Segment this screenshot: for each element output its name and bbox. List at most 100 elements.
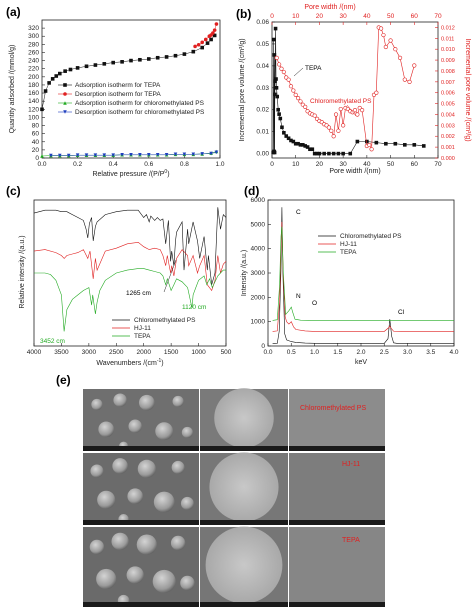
panel-b-point xyxy=(348,151,353,156)
panel-a-x-tick-label: 0.4 xyxy=(109,161,118,168)
panel-a-point xyxy=(207,34,212,39)
sem-ps-surface xyxy=(289,389,385,451)
panel-a-point xyxy=(68,67,73,72)
panel-d-x-tick-label: 3.5 xyxy=(426,349,435,356)
panel-b-right-tick-label: 0.002 xyxy=(441,134,455,140)
panel-d-x-tick-label: 0.0 xyxy=(263,349,272,356)
panel-b-point xyxy=(402,77,407,82)
panel-b-point xyxy=(273,79,277,84)
sem-microsphere xyxy=(111,532,129,551)
panel-c-y-axis-label: Relative intensity /(a.u.) xyxy=(19,235,26,308)
panel-a-point xyxy=(102,62,107,66)
panel-b-annotation-ps: Chloromethylated PS xyxy=(310,98,372,105)
panel-a-point xyxy=(214,22,219,26)
panel-a-y-tick-label: 240 xyxy=(28,58,39,65)
panel-a-point xyxy=(209,37,213,42)
sem-large-sphere xyxy=(209,452,279,522)
panel-a-point xyxy=(54,74,59,78)
panel-b-point xyxy=(421,144,426,148)
sem-microsphere xyxy=(127,488,143,504)
panel-a-point xyxy=(63,69,67,73)
panel-b-y-tick-label: 0.05 xyxy=(256,41,269,48)
panel-a-y-tick-label: 180 xyxy=(28,82,39,89)
panel-d-y-tick-label: 5000 xyxy=(251,221,266,228)
panel-b-right-tick-label: 0.006 xyxy=(441,91,455,97)
panel-a-legend-label: Adsorption isotherm for chloromethylated… xyxy=(75,100,205,107)
panel-b-point xyxy=(378,26,384,31)
sem-microsphere xyxy=(153,491,175,513)
panel-b-point xyxy=(412,143,417,147)
sem-microsphere xyxy=(113,393,127,407)
panel-a-y-tick-label: 40 xyxy=(32,139,40,146)
panel-b-point xyxy=(336,128,341,133)
panel-a-point xyxy=(120,152,124,157)
sem-info-bar xyxy=(200,446,288,451)
panel-b-right-tick-label: 0.000 xyxy=(441,156,455,162)
panel-a-y-tick-label: 280 xyxy=(28,41,39,48)
panel-d-x-tick-label: 2.0 xyxy=(356,349,365,356)
panel-d-letter: (d) xyxy=(244,184,259,198)
panel-b-point xyxy=(293,141,298,146)
panel-a-point xyxy=(182,52,187,56)
panel-d-x-tick-label: 2.5 xyxy=(380,349,389,356)
sem-microsphere xyxy=(90,464,104,478)
panel-d-legend-label: HJ-11 xyxy=(340,241,357,248)
panel-a-y-tick-label: 320 xyxy=(28,25,39,32)
sem-microsphere xyxy=(128,419,142,433)
sem-info-bar xyxy=(200,602,288,607)
panel-a-frame xyxy=(41,19,221,159)
panel-b-point xyxy=(355,139,360,144)
panel-b-point xyxy=(284,134,289,138)
panel-b-y-tick-label: 0.03 xyxy=(256,85,269,92)
panel-a-x-tick-label: 0.2 xyxy=(73,161,82,168)
panel-b-point xyxy=(322,151,326,156)
panel-b-point xyxy=(327,151,331,156)
panel-a-legend-marker xyxy=(63,92,67,96)
panel-c-x-tick-label: 2500 xyxy=(109,349,124,356)
panel-b-right-tick-label: 0.009 xyxy=(441,58,455,64)
panel-b-point xyxy=(277,112,281,116)
panel-a-point xyxy=(93,153,98,157)
panel-a-point xyxy=(50,77,55,81)
panel-a-point xyxy=(155,152,160,157)
panel-a-x-tick-label: 1.0 xyxy=(215,161,224,168)
panel-b-right-tick-label: 0.001 xyxy=(441,145,455,151)
panel-d-series-line xyxy=(272,221,454,332)
sem-microsphere xyxy=(97,490,116,509)
panel-b-point xyxy=(280,125,284,130)
panel-a-point xyxy=(120,60,124,64)
panel-a-point xyxy=(203,37,208,42)
panel-a-point xyxy=(138,57,142,62)
panel-b-point xyxy=(289,138,293,143)
panel-d-annotation-o: O xyxy=(312,300,317,307)
panel-b-point xyxy=(317,151,322,156)
sem-microsphere xyxy=(98,421,115,438)
panel-b-point xyxy=(374,90,379,95)
sem-info-bar xyxy=(83,602,199,607)
panel-c-annotation-1265: 1265 cm xyxy=(126,290,151,297)
panel-b-point xyxy=(274,86,279,90)
sem-microsphere xyxy=(180,575,195,591)
panel-b-top-tick-label: 40 xyxy=(363,13,371,20)
panel-b-point xyxy=(298,99,303,104)
panel-b-x-tick-label: 70 xyxy=(434,161,442,168)
panel-b-y-axis-label: Incremental pore volume /(cm³/g) xyxy=(239,38,246,141)
panel-a-y-tick-label: 300 xyxy=(28,33,39,40)
panel-d-x-tick-label: 1.5 xyxy=(333,349,342,356)
panel-a-x-tick-label: 0.8 xyxy=(180,161,189,168)
panel-b-point xyxy=(274,77,278,81)
panel-d-y-tick-label: 4000 xyxy=(251,246,266,253)
panel-b-point xyxy=(303,104,308,109)
panel-c-letter: (c) xyxy=(6,184,21,198)
panel-b-point xyxy=(326,125,332,130)
sem-large-sphere xyxy=(214,388,274,448)
panel-a-point xyxy=(205,41,210,45)
panel-a-point xyxy=(191,49,196,54)
panel-b-point xyxy=(298,143,303,147)
panel-b-top-tick-label: 60 xyxy=(411,13,419,20)
panel-d-series-line xyxy=(272,226,454,321)
panel-a-y-tick-label: 160 xyxy=(28,90,39,97)
sem-microsphere xyxy=(112,458,128,474)
panel-b-point xyxy=(393,141,398,146)
panel-b-point xyxy=(286,136,291,141)
